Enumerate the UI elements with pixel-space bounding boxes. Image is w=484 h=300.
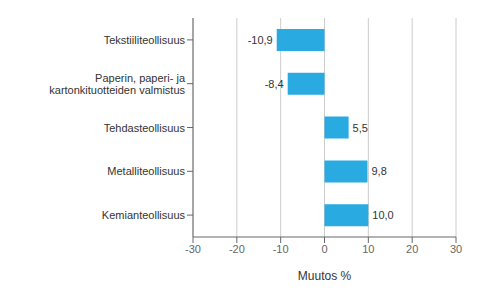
svg-text:-8,4: -8,4 bbox=[265, 78, 284, 90]
svg-text:Tehdasteollisuus: Tehdasteollisuus bbox=[104, 122, 186, 134]
svg-text:30: 30 bbox=[450, 243, 462, 255]
svg-text:Muutos %: Muutos % bbox=[298, 269, 352, 283]
svg-text:10,0: 10,0 bbox=[372, 209, 393, 221]
svg-text:Kemianteollisuus: Kemianteollisuus bbox=[102, 209, 186, 221]
svg-text:-10: -10 bbox=[273, 243, 289, 255]
svg-text:9,8: 9,8 bbox=[371, 165, 386, 177]
svg-text:0: 0 bbox=[321, 243, 327, 255]
svg-text:Tekstiiliteollisuus: Tekstiiliteollisuus bbox=[104, 34, 186, 46]
svg-text:Metalliteollisuus: Metalliteollisuus bbox=[107, 165, 185, 177]
svg-text:-30: -30 bbox=[185, 243, 201, 255]
svg-text:Paperin, paperi- jakartonkituo: Paperin, paperi- jakartonkituotteiden va… bbox=[49, 72, 186, 96]
svg-text:-20: -20 bbox=[229, 243, 245, 255]
svg-text:5,5: 5,5 bbox=[353, 122, 368, 134]
svg-text:20: 20 bbox=[406, 243, 418, 255]
svg-text:10: 10 bbox=[362, 243, 374, 255]
svg-text:-10,9: -10,9 bbox=[248, 34, 273, 46]
